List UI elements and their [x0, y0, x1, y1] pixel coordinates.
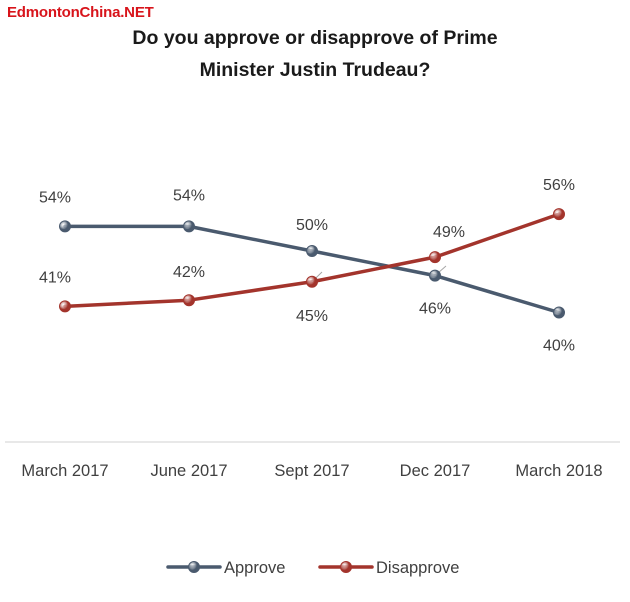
chart-title-line-2: Minister Justin Trudeau?: [199, 59, 431, 81]
chart-title-line-1: Do you approve or disapprove of Prime: [132, 27, 498, 49]
data-point-disapprove: [183, 294, 195, 307]
data-label-approve: 54%: [39, 189, 71, 206]
data-label-approve: 46%: [419, 301, 451, 318]
legend-label: Disapprove: [376, 559, 459, 577]
x-tick-label: Dec 2017: [400, 462, 471, 480]
legend-marker: [340, 561, 352, 573]
data-label-approve: 54%: [173, 187, 205, 204]
data-point-approve: [183, 220, 195, 233]
data-point-disapprove: [59, 300, 71, 313]
data-point-approve: [429, 269, 441, 282]
data-label-disapprove: 49%: [433, 224, 465, 241]
legend-label: Approve: [224, 559, 285, 577]
x-tick-label: March 2018: [515, 462, 602, 480]
data-point-approve: [553, 306, 565, 319]
chart-title: Do you approve or disapprove of Prime Mi…: [0, 22, 630, 86]
data-point-approve: [59, 220, 71, 233]
data-point-approve: [306, 245, 318, 257]
x-tick-label: June 2017: [150, 462, 227, 480]
legend-item-approve: Approve: [166, 559, 285, 577]
x-tick-label: Sept 2017: [274, 462, 349, 480]
watermark-logo: EdmontonChina.NET: [7, 4, 154, 21]
data-point-disapprove: [306, 275, 318, 288]
legend-item-disapprove: Disapprove: [318, 559, 459, 577]
data-label-disapprove: 45%: [296, 308, 328, 325]
data-label-approve: 50%: [296, 217, 328, 234]
data-label-disapprove: 41%: [39, 269, 71, 286]
data-label-disapprove: 42%: [173, 264, 205, 281]
x-tick-label: March 2017: [21, 462, 108, 480]
data-label-disapprove: 56%: [543, 177, 575, 194]
data-label-approve: 40%: [543, 338, 575, 355]
legend-marker: [188, 561, 200, 573]
data-point-disapprove: [429, 251, 441, 264]
data-point-disapprove: [553, 208, 565, 221]
